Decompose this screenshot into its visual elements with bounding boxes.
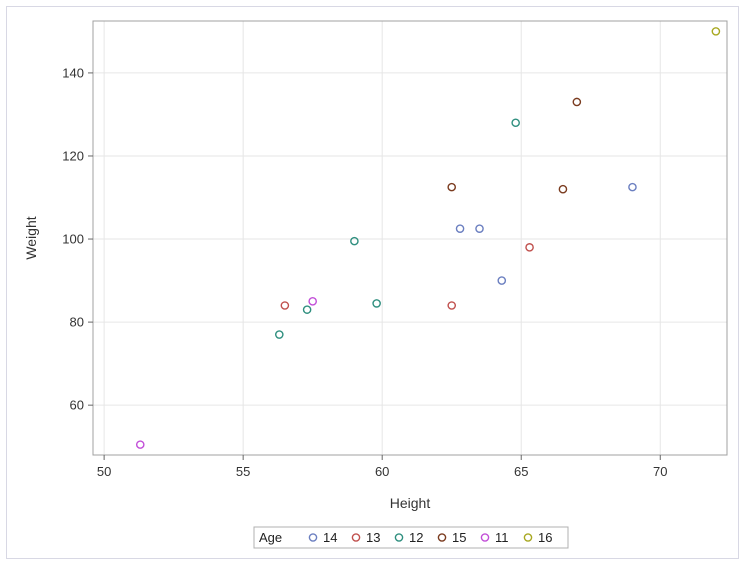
x-tick-label: 50	[97, 464, 111, 479]
data-point-age-13	[447, 301, 457, 310]
legend-label: 14	[323, 530, 337, 545]
data-point-age-12	[372, 299, 381, 308]
legend-items: 14 13 12 15 11 16	[308, 530, 552, 545]
data-point-age-14	[455, 224, 465, 233]
y-axis-label: Weight	[23, 216, 39, 259]
legend-marker-age-13	[351, 533, 361, 542]
data-point-age-15	[572, 97, 582, 107]
x-axis-label: Height	[390, 495, 431, 511]
legend-title: Age	[259, 530, 282, 545]
x-tick-label: 60	[375, 464, 389, 479]
grid-lines	[93, 21, 727, 455]
data-point-age-12	[350, 236, 359, 246]
legend-marker-age-14	[308, 533, 318, 542]
y-tick-label: 60	[70, 398, 84, 413]
data-point-age-15	[447, 182, 457, 192]
legend: Age 14 13 12 15 11 16	[253, 526, 569, 549]
data-point-age-13	[525, 243, 534, 252]
legend-label: 15	[452, 530, 466, 545]
y-tick-label: 140	[62, 65, 84, 80]
legend-marker-age-15	[437, 533, 447, 542]
graph-frame	[6, 6, 739, 559]
legend-box	[253, 526, 569, 549]
data-point-age-11	[308, 297, 317, 306]
legend-marker-age-12	[394, 533, 404, 542]
data-point-age-12	[302, 305, 312, 314]
data-point-age-13	[280, 301, 290, 310]
legend-marker-age-11	[480, 533, 490, 542]
x-tick-label: 65	[514, 464, 528, 479]
legend-marker-age-16	[523, 533, 533, 542]
data-point-age-12	[275, 330, 284, 339]
data-point-age-16	[711, 27, 721, 36]
data-point-age-15	[558, 184, 568, 194]
data-point-age-14	[628, 182, 637, 192]
x-tick-label: 55	[236, 464, 250, 479]
y-tick-label: 80	[70, 315, 84, 330]
data-point-age-14	[475, 224, 484, 233]
plot-area-border	[92, 20, 728, 456]
data-points	[135, 27, 721, 449]
data-point-age-11	[135, 440, 145, 449]
y-tick-label: 100	[62, 232, 84, 247]
legend-label: 13	[366, 530, 380, 545]
x-tick-label: 70	[653, 464, 667, 479]
y-tick-label: 120	[62, 148, 84, 163]
legend-label: 12	[409, 530, 423, 545]
data-point-age-14	[497, 276, 507, 285]
axis-ticks: 50 55 60 65 70 60 80 100 120 140	[62, 65, 667, 479]
legend-label: 16	[538, 530, 552, 545]
legend-label: 11	[495, 530, 509, 545]
data-point-age-12	[511, 118, 520, 128]
